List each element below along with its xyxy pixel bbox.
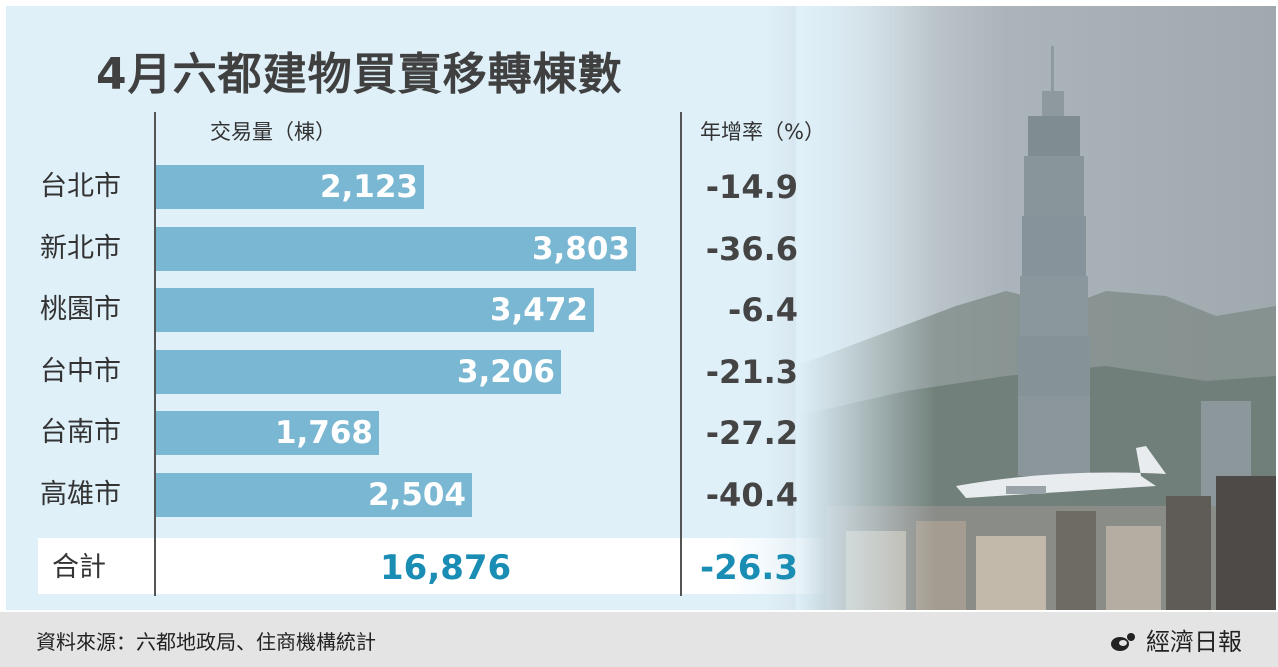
bar-value-label: 3,206 xyxy=(456,354,555,390)
bar xyxy=(156,227,636,271)
category-label: 台南市 xyxy=(40,417,121,448)
bar-value-label: 3,803 xyxy=(531,231,630,267)
bar-value-label: 2,504 xyxy=(367,477,466,513)
axis-divider-left xyxy=(154,112,156,596)
bar xyxy=(156,350,561,394)
yoy-value: -14.9 xyxy=(705,168,798,206)
yoy-value: -36.6 xyxy=(705,230,798,268)
bar-value-label: 2,123 xyxy=(319,169,418,205)
category-label: 新北市 xyxy=(40,233,121,264)
volume-column-header: 交易量（棟） xyxy=(210,120,336,144)
category-label: 高雄市 xyxy=(40,479,121,510)
yoy-value: -21.3 xyxy=(705,353,798,391)
category-label: 台中市 xyxy=(40,356,121,387)
yoy-value: -27.2 xyxy=(705,414,798,452)
category-label: 桃園市 xyxy=(40,294,121,325)
total-row-band xyxy=(38,538,828,594)
total-value: 16,876 xyxy=(380,548,512,588)
bar-value-label: 1,768 xyxy=(274,415,373,451)
bar xyxy=(156,165,424,209)
bar-value-label: 3,472 xyxy=(489,292,588,328)
bar xyxy=(156,411,379,455)
taipei-skyline-photo xyxy=(796,6,1276,610)
bar xyxy=(156,473,472,517)
axis-divider-right xyxy=(680,112,682,596)
source-note: 資料來源：六都地政局、住商機構統計 xyxy=(36,630,376,654)
logo-mark-icon xyxy=(1111,633,1135,651)
publisher-logo: 經濟日報 xyxy=(1110,622,1242,657)
publisher-name: 經濟日報 xyxy=(1146,628,1242,656)
chart-title: 4月六都建物買賣移轉棟數 xyxy=(96,49,623,100)
category-label: 台北市 xyxy=(40,171,121,202)
yoy-value: -6.4 xyxy=(728,291,798,329)
total-yoy: -26.3 xyxy=(700,548,798,588)
yoy-column-header: 年增率（%） xyxy=(700,120,825,144)
yoy-value: -40.4 xyxy=(705,476,798,514)
footer-bar xyxy=(0,612,1278,667)
total-label: 合計 xyxy=(52,552,106,583)
bar xyxy=(156,288,594,332)
